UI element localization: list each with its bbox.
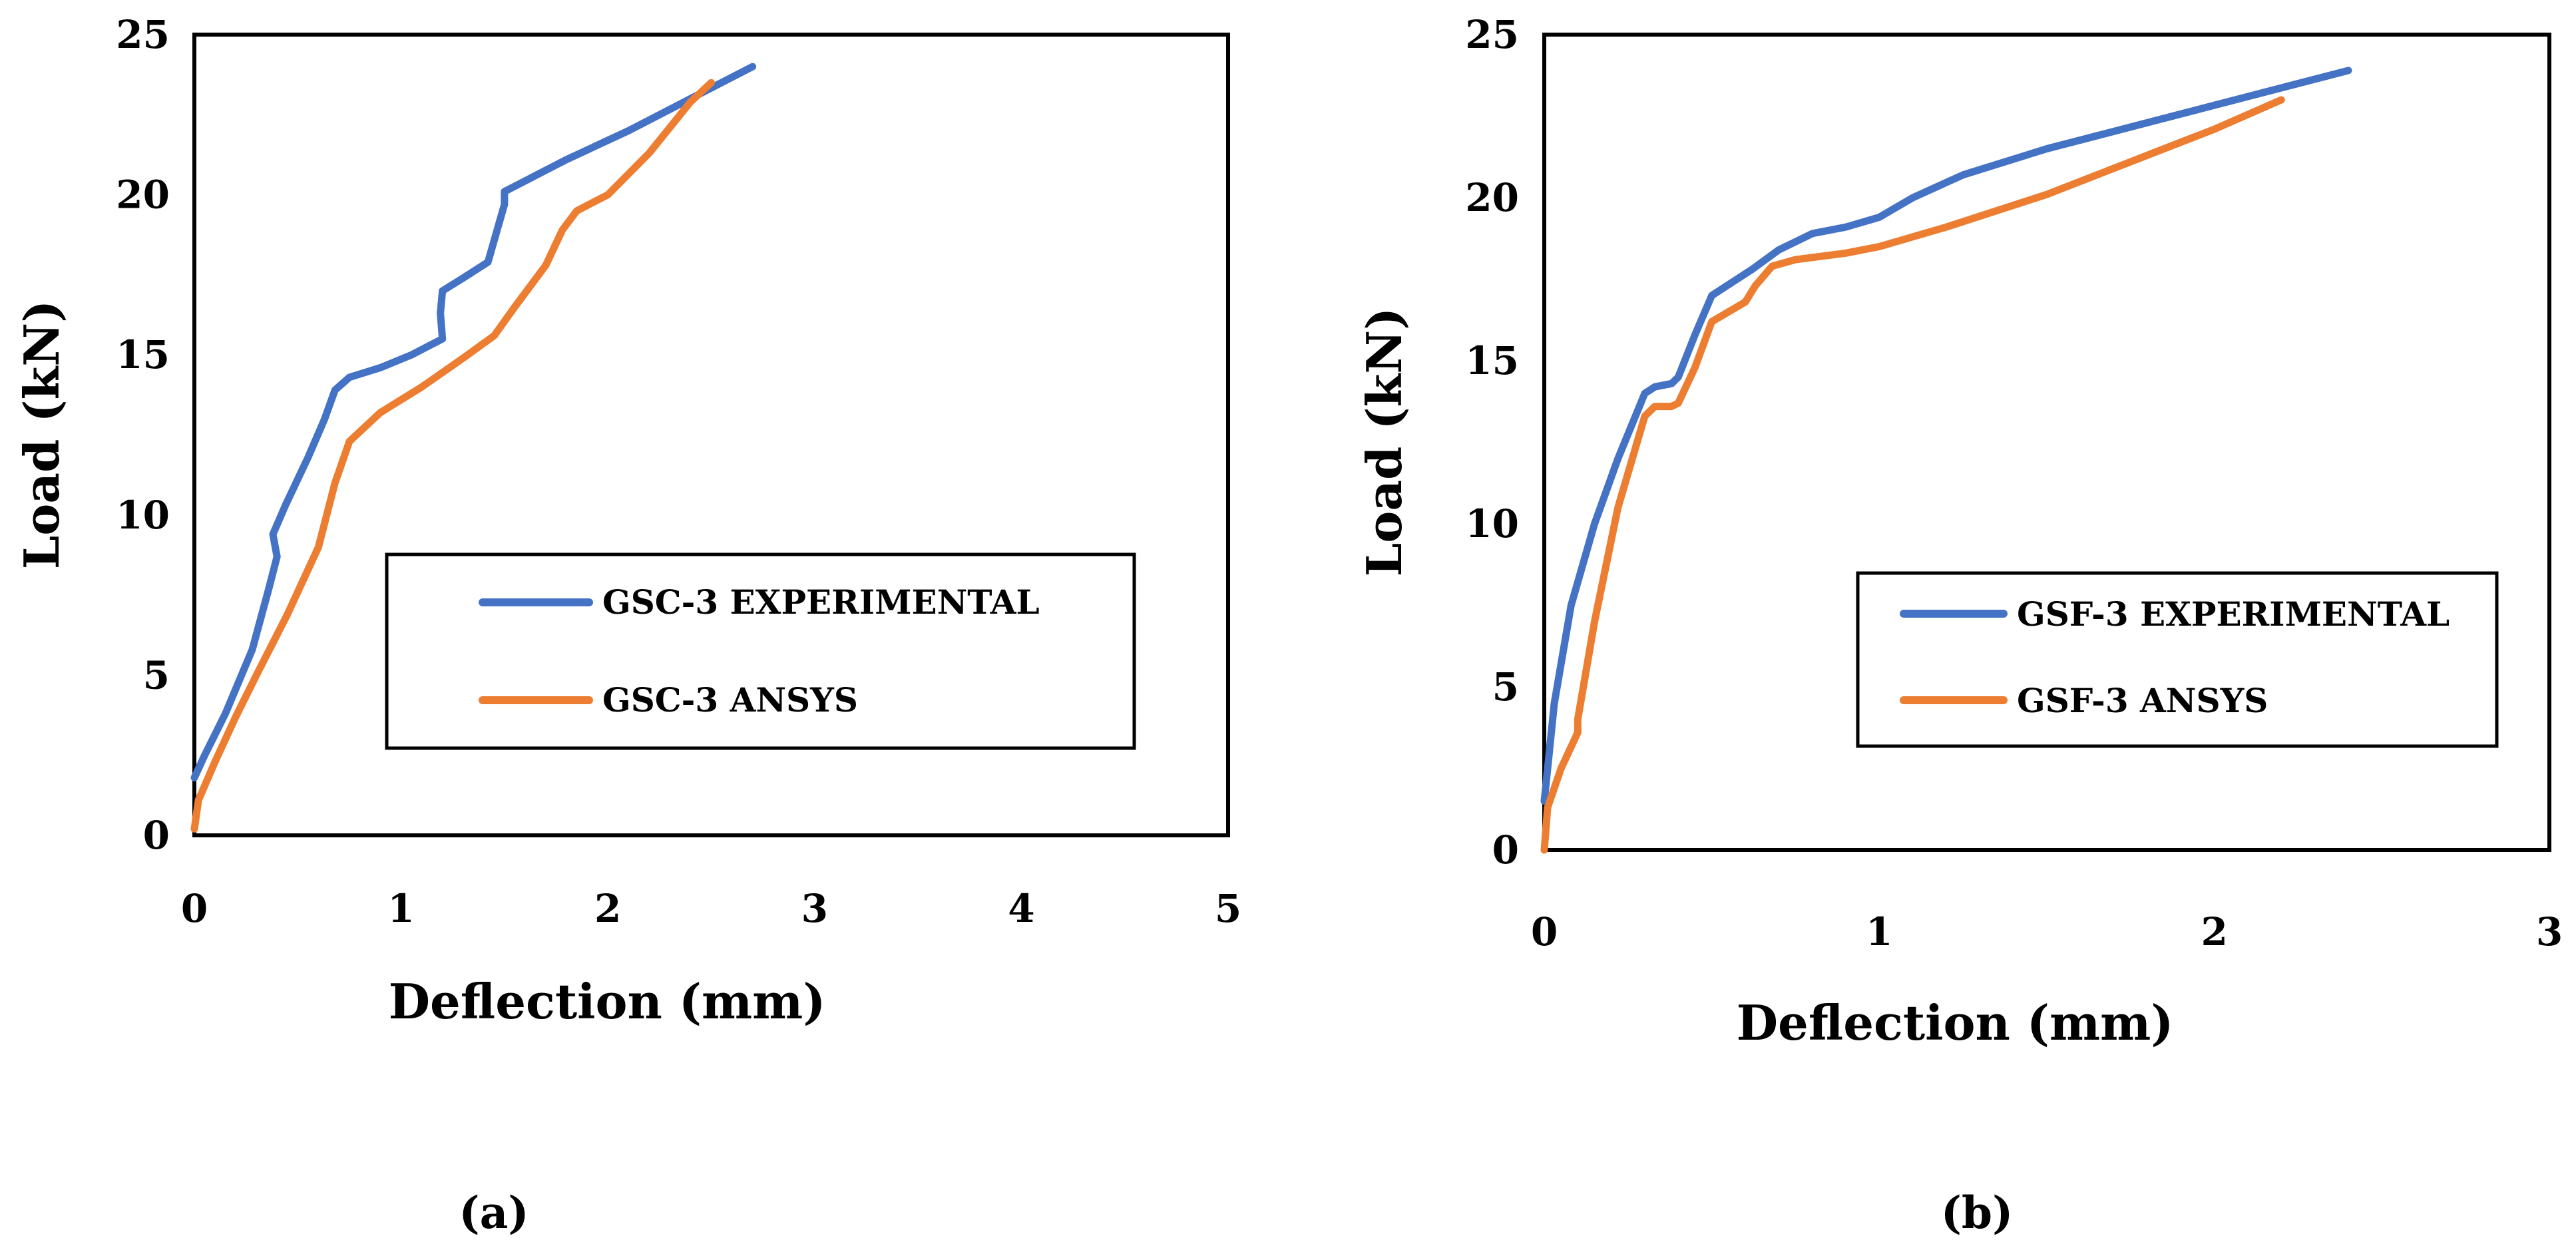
legend-label-a-experimental: GSC-3 EXPERIMENTAL: [602, 582, 1040, 622]
x-tick-label-b: 2: [2201, 909, 2227, 954]
y-axis-title-b: Load (kN): [1356, 308, 1412, 577]
legend-label-a-ansys: GSC-3 ANSYS: [602, 680, 858, 720]
y-tick-label-b: 10: [1465, 501, 1519, 546]
x-axis-title-a: Deflection (mm): [389, 973, 826, 1030]
x-tick-label-a: 5: [1215, 886, 1241, 931]
y-tick-label-a: 10: [116, 493, 170, 538]
y-tick-label-a: 0: [143, 813, 170, 858]
legend-b: GSF-3 EXPERIMENTAL GSF-3 ANSYS: [1856, 571, 2499, 748]
x-tick-label-b: 0: [1531, 909, 1558, 954]
legend-label-b-ansys: GSF-3 ANSYS: [2017, 681, 2268, 720]
x-tick-label-b: 3: [2536, 909, 2563, 954]
series-line-b-ansys: [1540, 96, 2285, 854]
series-line-a-ansys: [190, 79, 715, 833]
x-tick-label-b: 1: [1866, 909, 1892, 954]
y-tick-label-b: 20: [1465, 175, 1519, 220]
legend-box-a: [385, 552, 1136, 750]
legend-box-b: [1856, 571, 2499, 748]
y-tick-label-a: 15: [116, 332, 170, 377]
y-tick-label-b: 5: [1492, 664, 1519, 710]
series-line-b-experimental: [1540, 67, 2352, 805]
y-tick-label-b: 0: [1492, 827, 1519, 873]
x-axis-title-b: Deflection (mm): [1737, 994, 2174, 1051]
x-tick-label-a: 2: [594, 886, 621, 931]
x-tick-label-a: 4: [1008, 886, 1034, 931]
y-tick-label-a: 25: [116, 12, 170, 57]
x-tick-label-a: 0: [181, 886, 208, 931]
series-line-a-experimental: [190, 63, 757, 781]
legend-label-b-experimental: GSF-3 EXPERIMENTAL: [2017, 594, 2450, 634]
caption-b: (b): [1941, 1187, 2014, 1239]
x-tick-label-a: 3: [801, 886, 828, 931]
plot-area-a: [192, 33, 1230, 837]
y-axis-title-a: Load (kN): [13, 300, 70, 570]
legend-a: GSC-3 EXPERIMENTAL GSC-3 ANSYS: [385, 552, 1136, 750]
y-tick-label-a: 20: [116, 172, 170, 218]
chart-b: 0 5 10 15 20 25 0 1 2 3 Load (kN) Deflection (mm…: [1356, 12, 2563, 1239]
y-tick-label-b: 15: [1465, 338, 1519, 383]
y-tick-label-b: 25: [1465, 12, 1519, 57]
chart-a: 0 5 10 15 20 25 0 1 2 3 4 5 Load (kN) Deflection (…: [13, 12, 1241, 1239]
y-tick-label-a: 5: [143, 652, 170, 698]
plot-area-b: [1542, 33, 2551, 852]
caption-a: (a): [459, 1187, 529, 1239]
x-tick-label-a: 1: [387, 886, 414, 931]
